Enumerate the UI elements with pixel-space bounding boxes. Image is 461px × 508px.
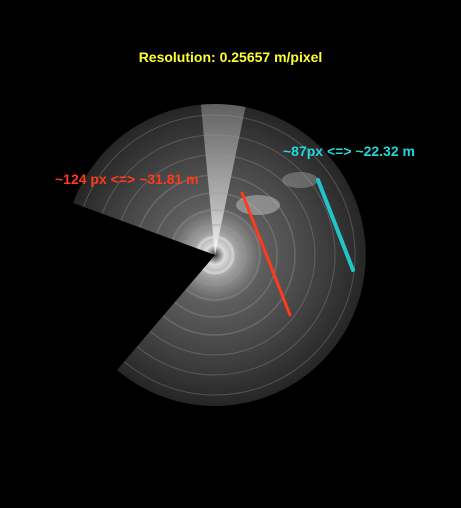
resolution-title: Resolution: 0.25657 m/pixel — [138, 49, 323, 65]
bright-return — [282, 172, 318, 188]
red-measurement-line — [240, 191, 292, 317]
cyan-measurement-label: ~87px <=> ~22.32 m — [283, 143, 415, 159]
beam-highlight — [200, 103, 248, 255]
red-measurement-label: ~124 px <=> ~31.81 m — [55, 171, 199, 187]
bright-return — [236, 195, 280, 215]
cyan-measurement-line — [316, 178, 355, 272]
